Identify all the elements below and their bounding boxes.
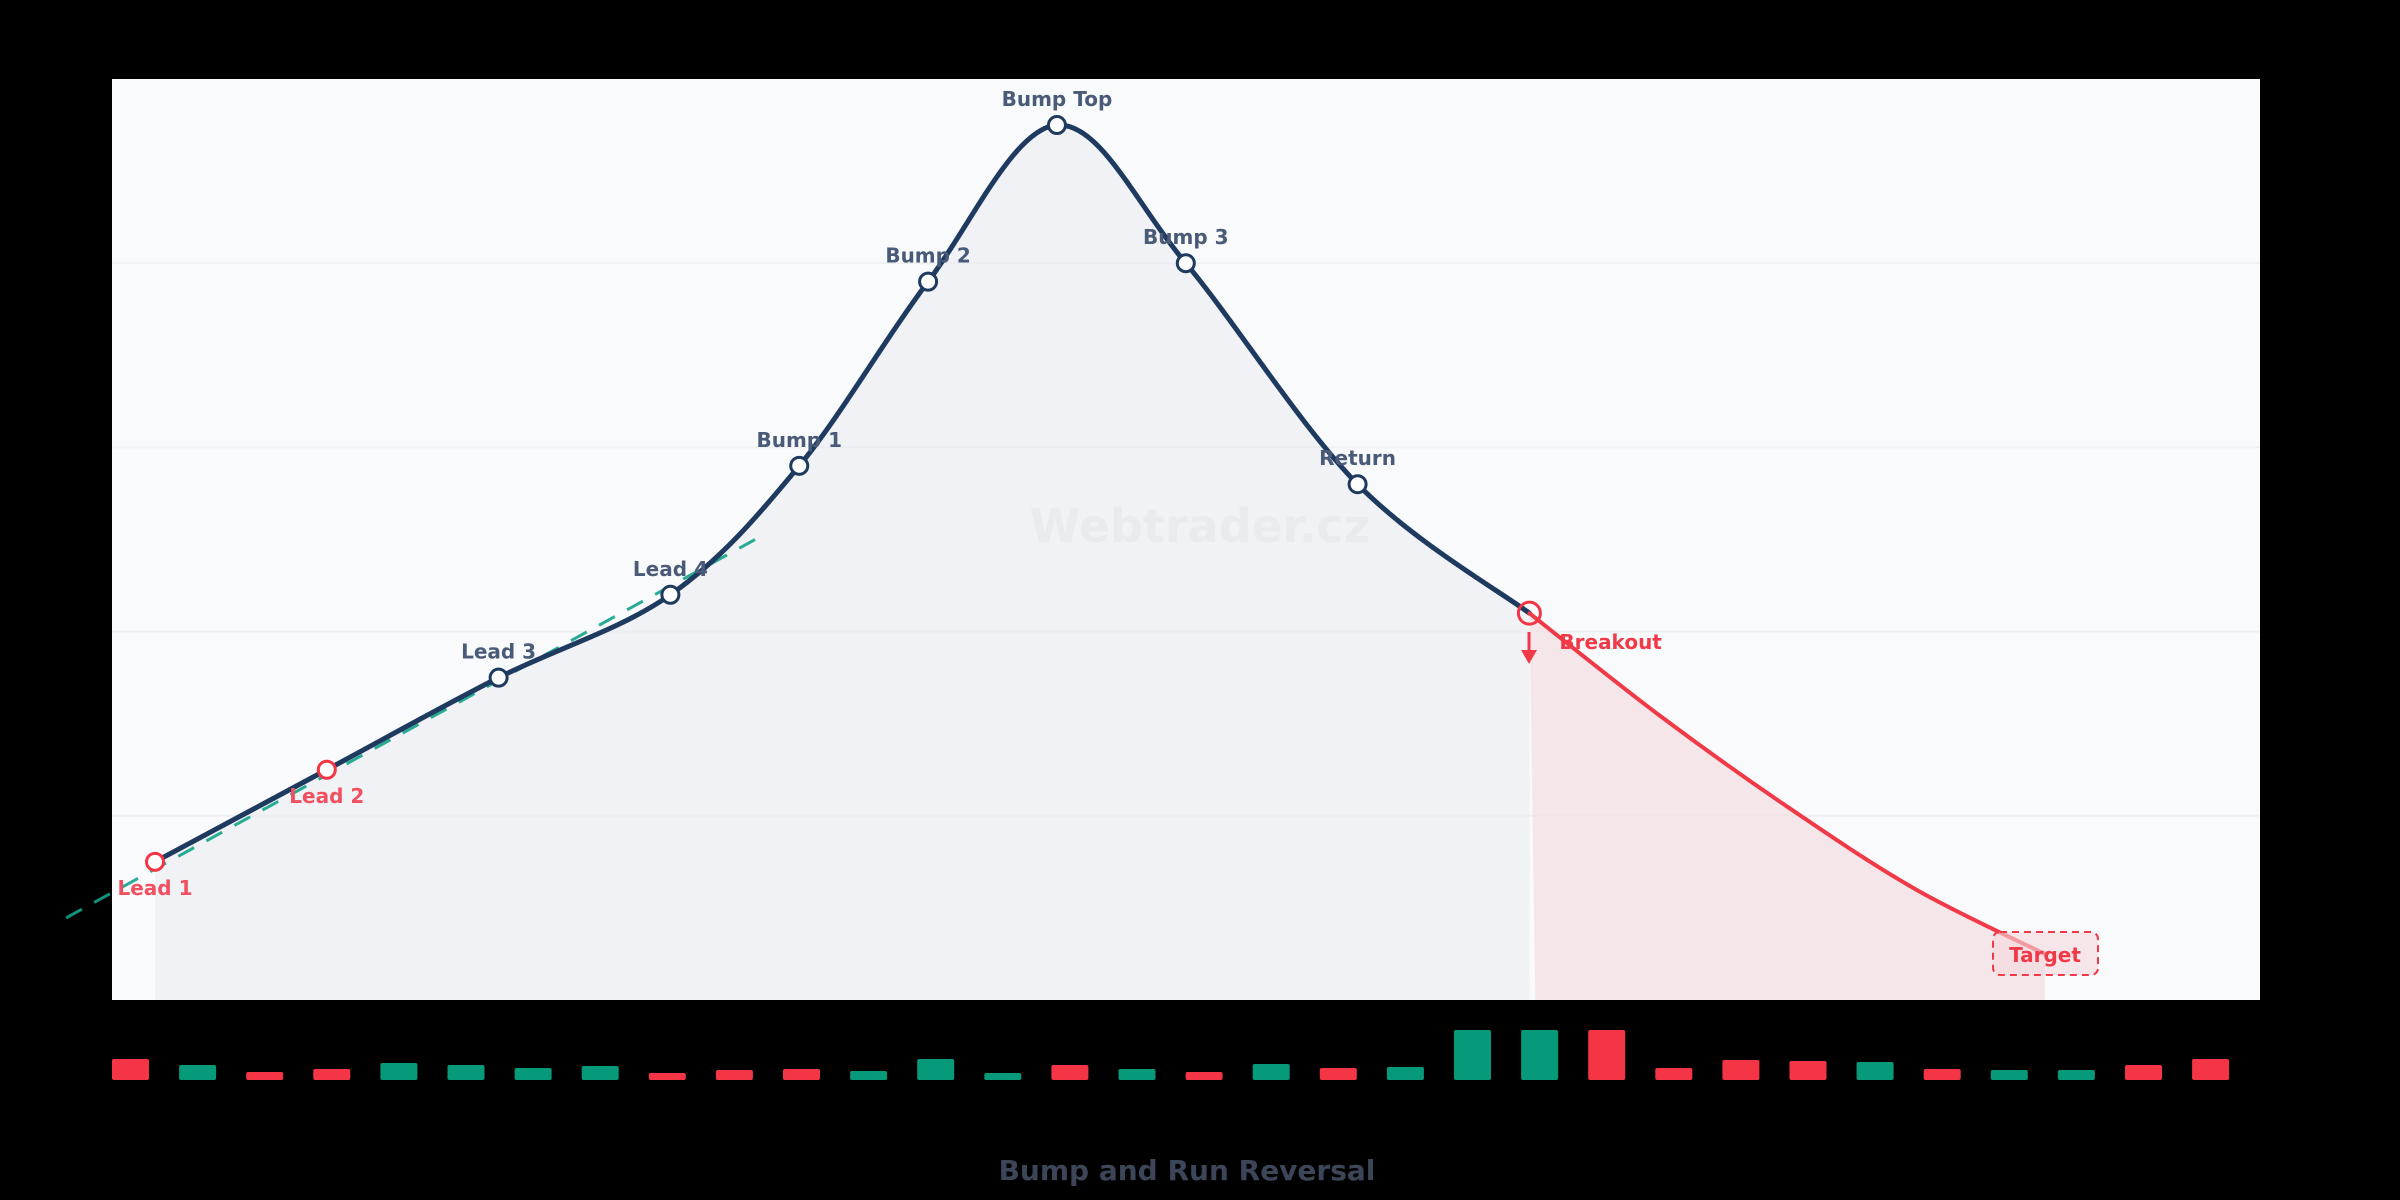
lead-2-marker-icon: [316, 759, 337, 780]
volume-bar: [1856, 1062, 1894, 1080]
volume-bar: [380, 1063, 418, 1080]
volume-bar: [1319, 1068, 1357, 1080]
volume-bar: [179, 1065, 217, 1080]
volume-bar: [2125, 1065, 2162, 1080]
lead-4-label: Lead 4: [633, 557, 708, 581]
bump-1-marker-icon: [789, 455, 810, 476]
volume-bar: [447, 1065, 485, 1080]
volume-bars: [112, 1030, 2230, 1080]
volume-bar: [917, 1059, 955, 1080]
bump-3-marker-icon: [1175, 253, 1196, 274]
volume-bar: [715, 1070, 753, 1080]
lead-1-marker-icon: [145, 851, 165, 872]
chart-title: Bump and Run Reversal: [999, 1154, 1376, 1187]
volume-bar: [112, 1059, 149, 1080]
volume-bar: [850, 1071, 888, 1080]
bump-top-marker-icon: [1046, 115, 1067, 136]
volume-bar: [581, 1066, 619, 1080]
bump-1-label: Bump 1: [756, 428, 842, 452]
volume-bar: [1521, 1030, 1559, 1080]
volume-bar: [1722, 1060, 1760, 1080]
volume-bar: [246, 1072, 284, 1080]
breakout-arrow-icon: [1521, 632, 1537, 664]
volume-bar: [514, 1068, 552, 1080]
target-box: [1992, 931, 2099, 976]
breakout-marker-icon: [1516, 600, 1542, 626]
volume-bar: [1051, 1065, 1089, 1080]
lead-1-label: Lead 1: [118, 876, 193, 900]
volume-bar: [1588, 1030, 1626, 1080]
lead-3-label: Lead 3: [461, 640, 536, 664]
target-marker: Target: [1992, 931, 2099, 976]
breakdown-line: [1527, 611, 2047, 956]
return-marker-icon: [1347, 474, 1368, 495]
price-line: [152, 122, 1532, 865]
lead-trendline: [65, 533, 766, 920]
volume-bar: [1454, 1030, 1491, 1080]
area-fill-main: [155, 124, 1530, 1000]
bump-2-marker-icon: [918, 271, 939, 292]
area-fill-breakdown: [1529, 613, 2045, 1000]
bump-2-label: Bump 2: [885, 244, 971, 268]
volume-bar: [1118, 1069, 1156, 1080]
volume-bar: [984, 1073, 1022, 1080]
volume-bar: [1185, 1072, 1223, 1080]
volume-bar: [1990, 1070, 2028, 1080]
bump-3-label: Bump 3: [1143, 225, 1229, 249]
volume-bar: [1252, 1064, 1290, 1080]
volume-bar: [783, 1069, 820, 1080]
lead-3-marker-icon: [488, 667, 509, 688]
volume-bar: [313, 1069, 351, 1080]
volume-bar: [648, 1073, 686, 1080]
volume-bar: [2057, 1070, 2095, 1080]
volume-bar: [1655, 1068, 1693, 1080]
volume-bar: [1923, 1069, 1961, 1080]
volume-bar: [2192, 1059, 2230, 1080]
breakout-label: Breakout: [1559, 630, 1662, 654]
bump-top-label: Bump Top: [1002, 87, 1113, 111]
pattern-points: Lead 1 Lead 2 Lead 3 Lead 4 Bump 1 Bump 2 Bump…: [118, 87, 1663, 900]
return-label: Return: [1319, 446, 1396, 470]
target-label: Target: [2009, 943, 2081, 967]
lead-2-label: Lead 2: [289, 784, 364, 808]
volume-bar: [1789, 1061, 1827, 1080]
lead-4-marker-icon: [660, 584, 681, 605]
volume-bar: [1386, 1067, 1424, 1080]
